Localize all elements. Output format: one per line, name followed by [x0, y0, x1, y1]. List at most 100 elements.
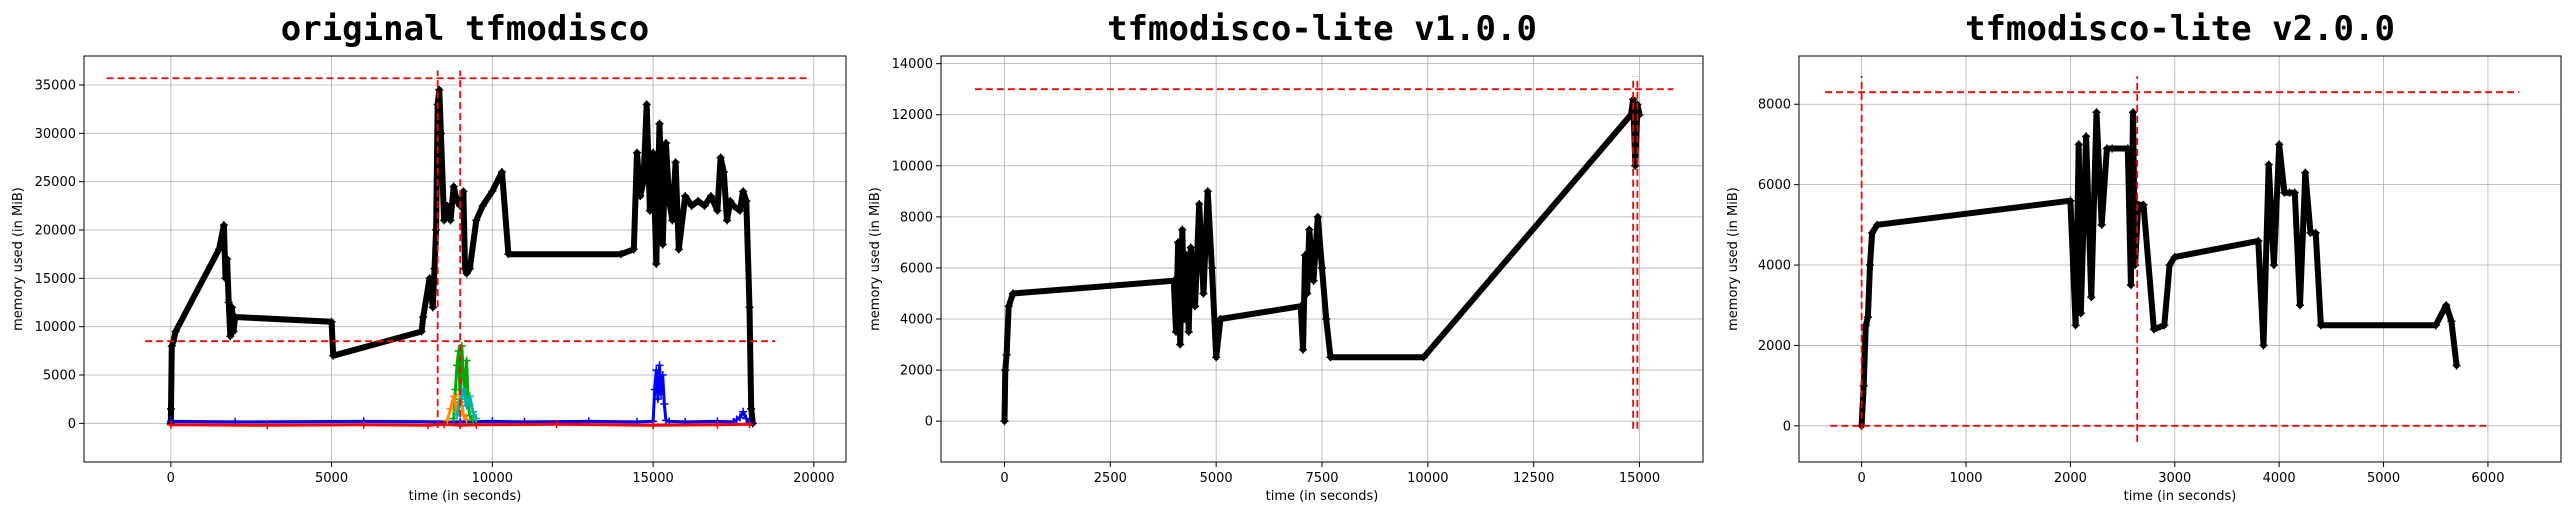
- x-tick-label: 5000: [1200, 471, 1233, 486]
- data-point: [1318, 263, 1326, 272]
- data-point: [2301, 168, 2310, 177]
- data-point: [1171, 327, 1180, 336]
- data-point: [1191, 302, 1199, 311]
- data-point: [660, 400, 669, 408]
- data-point: [359, 420, 368, 429]
- data-point: [227, 303, 236, 312]
- x-tick-label: 0: [1857, 471, 1865, 486]
- data-point: [726, 197, 735, 205]
- data-point: [166, 420, 175, 429]
- data-point: [1199, 289, 1208, 298]
- data-point: [488, 187, 497, 196]
- x-tick-label: 7500: [1305, 471, 1338, 486]
- data-point: [661, 139, 670, 147]
- data-point: [171, 327, 180, 336]
- chart-original-tfmodisco: 0 5000 10000 15000 20000 0 5000 10000 15000 20000…: [11, 9, 847, 504]
- data-point: [658, 240, 667, 249]
- y-axis-label: memory used (in MiB): [1726, 187, 1741, 331]
- y-tick-label: 5000: [43, 369, 76, 384]
- x-axis-label: time (in seconds): [1266, 489, 1379, 504]
- data-point: [655, 361, 664, 370]
- data-point: [1212, 353, 1221, 362]
- x-tick-label: 6000: [2471, 471, 2504, 486]
- data-point: [2447, 317, 2456, 326]
- data-point: [1863, 313, 1872, 322]
- data-point: [1873, 220, 1882, 229]
- data-point: [700, 201, 709, 210]
- data-point: [716, 153, 725, 162]
- data-point: [1004, 302, 1013, 311]
- data-point: [1309, 276, 1318, 285]
- data-point: [2092, 108, 2101, 117]
- data-point: [166, 404, 175, 413]
- x-axis-label: time (in seconds): [409, 489, 522, 504]
- chart-title: tfmodisco-lite v1.0.0: [1107, 9, 1537, 49]
- data-point: [1313, 212, 1322, 221]
- data-point: [639, 177, 648, 186]
- data-point: [1305, 225, 1314, 234]
- data-point: [739, 407, 748, 416]
- data-point: [729, 201, 738, 210]
- data-point: [478, 201, 487, 210]
- data-point: [642, 100, 651, 109]
- y-tick-label: 0: [925, 415, 933, 430]
- data-point: [1861, 321, 1870, 330]
- data-point: [2123, 144, 2132, 153]
- data-point: [2269, 261, 2278, 270]
- data-point: [1322, 315, 1331, 324]
- axes-frame: [1798, 55, 2562, 463]
- data-point: [1207, 263, 1216, 272]
- chart-tfmodisco-lite-v2: 0 1000 2000 3000 4000 5000 6000 0 2000 4000 6000 80…: [1726, 9, 2562, 504]
- data-point: [735, 206, 744, 215]
- data-point: [2296, 301, 2305, 310]
- data-point: [435, 85, 444, 94]
- x-tick-label: 2500: [1094, 471, 1127, 486]
- data-point: [1174, 238, 1183, 247]
- data-point: [650, 385, 659, 394]
- data-point: [1631, 161, 1640, 170]
- y-tick-label: 6000: [900, 261, 933, 276]
- data-point: [1326, 353, 1335, 362]
- data-point: [449, 392, 458, 401]
- y-tick-label: 2000: [900, 364, 933, 379]
- data-point: [329, 351, 338, 360]
- data-point: [2097, 220, 2106, 229]
- data-point: [1296, 302, 1305, 311]
- data-point: [657, 390, 666, 399]
- x-tick-label: 10000: [1407, 471, 1448, 486]
- data-point: [739, 187, 748, 196]
- data-point: [472, 414, 481, 423]
- data-point: [452, 197, 461, 205]
- data-point: [424, 421, 433, 430]
- y-tick-label: 0: [1783, 419, 1791, 434]
- x-tick-label: 2000: [2054, 471, 2087, 486]
- y-tick-label: 14000: [892, 57, 933, 72]
- y-tick-label: 4000: [1758, 259, 1791, 274]
- data-point: [451, 385, 460, 394]
- chart-title: original tfmodisco: [281, 9, 649, 49]
- data-point: [462, 356, 471, 365]
- y-tick-label: 15000: [35, 272, 76, 287]
- data-point: [1195, 200, 1204, 209]
- data-point: [452, 361, 461, 370]
- y-tick-label: 25000: [35, 175, 76, 190]
- data-point: [472, 216, 481, 225]
- y-tick-label: 0: [68, 417, 76, 432]
- y-tick-label: 20000: [35, 224, 76, 239]
- x-tick-label: 1000: [1949, 471, 1982, 486]
- x-tick-label: 15000: [1619, 471, 1660, 486]
- data-point: [167, 342, 176, 350]
- data-point: [462, 269, 471, 278]
- data-point: [2259, 341, 2268, 350]
- data-point: [2275, 140, 2284, 149]
- data-point: [449, 182, 458, 191]
- data-point: [652, 366, 661, 375]
- y-axis-label: memory used (in MiB): [868, 187, 883, 331]
- data-point: [745, 420, 754, 429]
- data-point: [1176, 340, 1185, 349]
- x-tick-label: 10000: [472, 471, 513, 486]
- data-point: [417, 327, 426, 336]
- data-point: [636, 192, 645, 201]
- x-axis-label: time (in seconds): [2124, 489, 2237, 504]
- data-point: [2149, 325, 2158, 334]
